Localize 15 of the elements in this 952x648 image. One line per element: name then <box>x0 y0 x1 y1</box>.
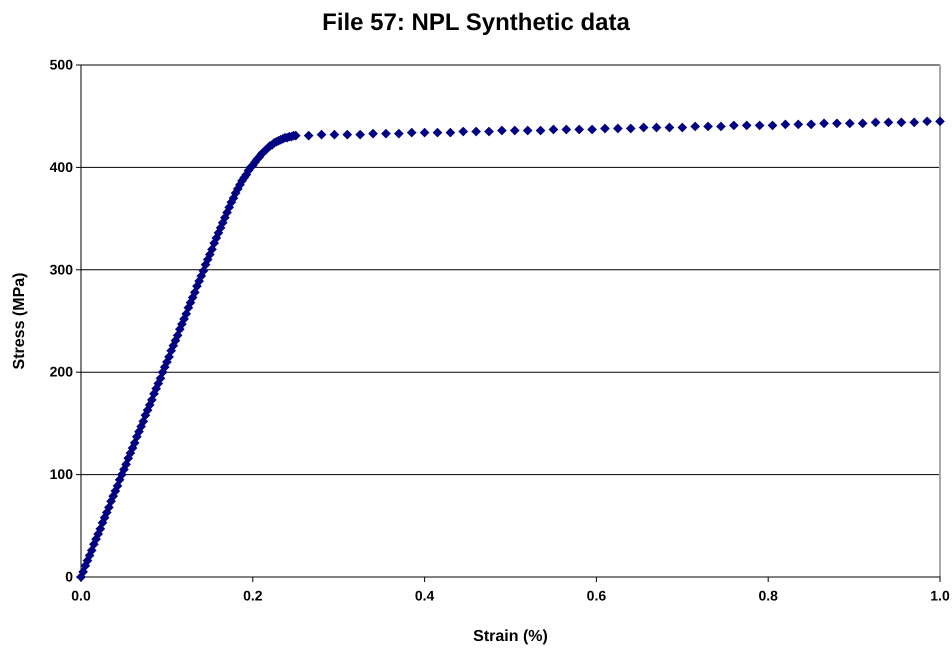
y-tick-label: 0 <box>65 568 74 584</box>
y-tick-label: 300 <box>50 261 74 278</box>
y-tick-label: 500 <box>50 56 74 72</box>
y-axis-title: Stress (MPa) <box>11 272 28 370</box>
x-tick-label: 0.2 <box>243 587 263 604</box>
x-tick-label: 0.8 <box>758 587 778 604</box>
y-tick-label: 400 <box>50 158 74 175</box>
x-tick-label: 0.4 <box>414 587 435 604</box>
x-tick-label: 0.6 <box>586 587 606 604</box>
y-tick-label: 200 <box>50 364 74 380</box>
x-tick-label: 0.0 <box>71 587 91 604</box>
x-tick-label: 1.0 <box>930 587 950 604</box>
x-axis-title: Strain (%) <box>473 628 548 645</box>
y-tick-label: 100 <box>50 466 74 482</box>
chart-title: File 57: NPL Synthetic data <box>322 9 630 36</box>
